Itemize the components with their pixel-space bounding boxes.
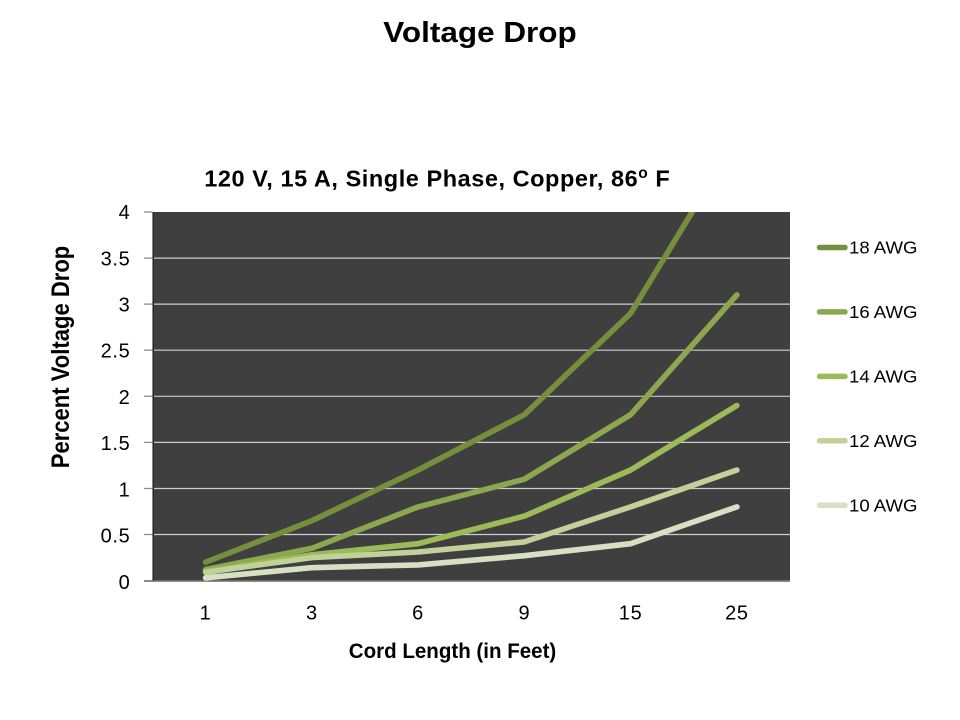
svg-text:1.5: 1.5 [101,433,131,455]
svg-text:3.5: 3.5 [101,248,131,270]
svg-text:14 AWG: 14 AWG [849,366,918,386]
svg-text:10 AWG: 10 AWG [849,495,918,515]
svg-text:3: 3 [119,295,131,317]
svg-text:12 AWG: 12 AWG [849,431,918,451]
svg-text:Percent Voltage Drop: Percent Voltage Drop [47,246,75,469]
svg-text:120 V, 15 A, Single Phase, Cop: 120 V, 15 A, Single Phase, Copper, 86o F [204,165,670,192]
svg-text:1: 1 [200,603,212,625]
svg-text:0.5: 0.5 [101,526,131,548]
svg-text:15: 15 [619,603,643,625]
svg-text:0: 0 [119,572,131,594]
svg-text:4: 4 [119,202,131,224]
svg-text:2.5: 2.5 [101,341,131,363]
svg-text:2: 2 [119,387,131,409]
svg-text:1: 1 [119,480,131,502]
svg-text:Cord Length (in Feet): Cord Length (in Feet) [349,639,557,663]
svg-text:16 AWG: 16 AWG [849,302,918,322]
svg-text:3: 3 [306,603,318,625]
svg-text:25: 25 [725,603,749,625]
svg-text:9: 9 [518,603,530,625]
svg-text:18 AWG: 18 AWG [849,238,918,258]
svg-text:6: 6 [412,603,424,625]
svg-text:Voltage Drop: Voltage Drop [383,17,577,49]
